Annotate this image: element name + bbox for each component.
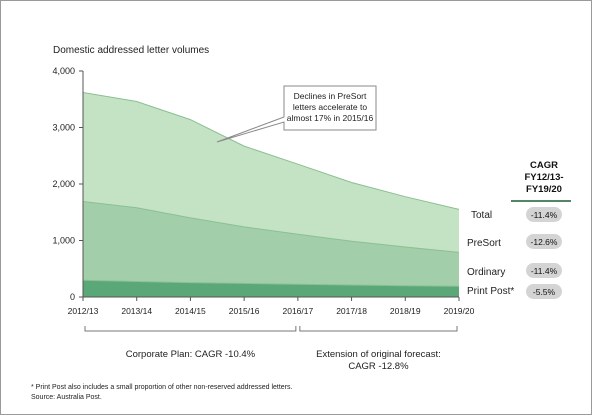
x-tick-label: 2015/16 — [229, 306, 260, 316]
y-tick-label: 1,000 — [52, 236, 75, 246]
area-series-2 — [83, 92, 459, 253]
y-tick-label: 0 — [70, 292, 75, 302]
area-edge-2 — [82, 92, 460, 210]
x-tick-label: 2017/18 — [336, 306, 367, 316]
x-tick-label: 2016/17 — [282, 306, 313, 316]
period-bracket-0 — [84, 326, 297, 332]
cagr-header-line: CAGR — [530, 160, 558, 171]
area-edge-1 — [82, 201, 460, 253]
cagr-pill — [526, 263, 562, 278]
y-tick-label: 2,000 — [52, 179, 75, 189]
cagr-pill — [526, 284, 562, 299]
cagr-header-line: FY12/13- — [524, 172, 563, 183]
total-label: Total — [471, 210, 492, 221]
footnote-0: * Print Post also includes a small propo… — [31, 384, 293, 391]
cagr-value: -11.4% — [531, 266, 558, 276]
series-label-1: Ordinary — [467, 267, 505, 278]
x-tick-label: 2014/15 — [175, 306, 206, 316]
cagr-value: -5.5% — [533, 287, 556, 297]
period-bracket-1 — [299, 326, 458, 332]
cagr-value: -11.4% — [531, 210, 558, 220]
series-label-2: PreSort — [467, 238, 501, 249]
period-label-1: CAGR -12.8% — [348, 361, 409, 372]
y-tick-label: 3,000 — [52, 123, 75, 133]
area-series-1 — [83, 201, 459, 287]
area-series-0 — [83, 280, 459, 297]
annotation-line: letters accelerate to — [293, 102, 367, 112]
period-label-0: Corporate Plan: CAGR -10.4% — [126, 349, 256, 360]
cagr-value: -12.6% — [531, 237, 558, 247]
cagr-header-line: FY19/20 — [526, 184, 562, 195]
x-tick-label: 2019/20 — [444, 306, 475, 316]
series-label-0: Print Post* — [467, 286, 514, 297]
area-edge-0 — [82, 279, 460, 287]
cagr-pill — [526, 207, 562, 222]
footnote-1: Source: Australia Post. — [31, 394, 102, 401]
cagr-pill — [526, 234, 562, 249]
annotation-callout — [216, 85, 377, 143]
x-tick-label: 2012/13 — [68, 306, 99, 316]
annotation-line: Declines in PreSort — [294, 91, 367, 101]
x-tick-label: 2018/19 — [390, 306, 421, 316]
x-tick-label: 2013/14 — [121, 306, 152, 316]
y-tick-label: 4,000 — [52, 66, 75, 76]
period-label-1: Extension of original forecast: — [316, 349, 441, 360]
chart-title: Domestic addressed letter volumes — [53, 45, 209, 56]
annotation-line: almost 17% in 2015/16 — [287, 113, 374, 123]
